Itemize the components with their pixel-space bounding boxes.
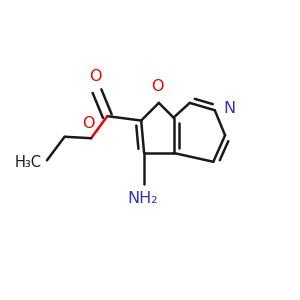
- Text: O: O: [89, 69, 102, 84]
- Text: NH₂: NH₂: [128, 191, 158, 206]
- Text: O: O: [151, 79, 164, 94]
- Text: N: N: [223, 101, 235, 116]
- Text: H₃C: H₃C: [15, 155, 42, 170]
- Text: O: O: [82, 116, 94, 131]
